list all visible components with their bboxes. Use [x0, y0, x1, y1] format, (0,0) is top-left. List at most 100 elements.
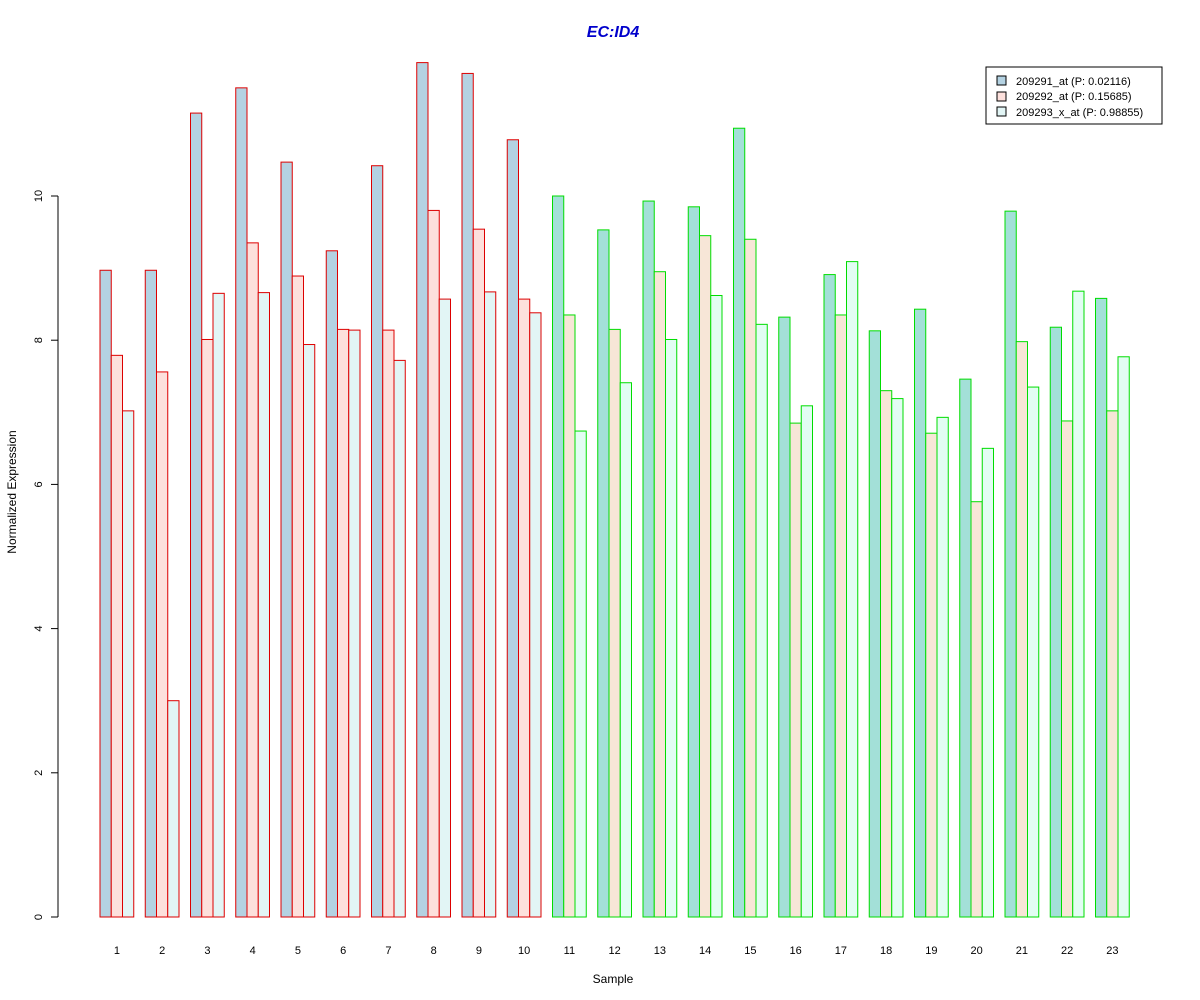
x-tick-label: 7	[385, 945, 391, 957]
y-tick-label: 0	[33, 914, 45, 920]
x-tick-labels: 1 2 3 4 5 6 7 8 9 10 11 12 13 14 15 16 17 18 19 20 21 22 23	[114, 945, 1119, 957]
bar-sample-7-series-3	[393, 359, 406, 918]
x-tick-label: 10	[518, 945, 530, 957]
bar-sample-22-series-1	[1049, 326, 1062, 918]
legend-label-3: 209293_x_at (P: 0.98855)	[1016, 107, 1143, 119]
x-tick-label: 21	[1016, 945, 1028, 957]
bar-sample-15-series-3	[755, 323, 768, 918]
bar-sample-4-series-1	[235, 87, 248, 918]
x-tick-label: 23	[1106, 945, 1118, 957]
bar-sample-22-series-3	[1072, 290, 1085, 918]
legend-swatch-3	[996, 106, 1007, 117]
bar-sample-5-series-3	[303, 344, 316, 918]
bar-sample-3-series-3	[212, 292, 225, 918]
legend-label-2: 209292_at (P: 0.15685)	[1016, 91, 1132, 103]
bar-sample-9-series-2	[472, 228, 485, 918]
bar-sample-11-series-1	[552, 195, 565, 918]
y-axis-label: Normalized Expression	[5, 430, 19, 553]
bar-sample-14-series-3	[710, 294, 723, 918]
x-tick-label: 15	[744, 945, 756, 957]
chart-title: EC:ID4	[587, 24, 640, 41]
x-tick-label: 9	[476, 945, 482, 957]
bar-sample-17-series-3	[846, 261, 859, 918]
legend: 209291_at (P: 0.02116) 209292_at (P: 0.1…	[985, 66, 1163, 125]
bar-sample-10-series-2	[518, 298, 531, 918]
bar-sample-20-series-3	[981, 447, 994, 918]
bar-sample-2-series-2	[156, 371, 169, 918]
bar-sample-13-series-1	[642, 200, 655, 918]
bar-sample-14-series-2	[699, 235, 712, 918]
x-tick-label: 13	[654, 945, 666, 957]
x-tick-label: 12	[609, 945, 621, 957]
bar-sample-20-series-1	[959, 378, 972, 918]
x-tick-label: 2	[159, 945, 165, 957]
x-tick-label: 6	[340, 945, 346, 957]
bar-sample-7-series-1	[371, 165, 384, 918]
bar-sample-19-series-2	[925, 432, 938, 918]
bar-sample-1-series-2	[110, 354, 123, 918]
bar-sample-2-series-1	[144, 269, 157, 918]
bar-sample-23-series-3	[1117, 356, 1130, 918]
x-axis-label: Sample	[593, 972, 634, 986]
bar-sample-15-series-1	[733, 127, 746, 918]
x-tick-label: 16	[790, 945, 802, 957]
bar-sample-19-series-3	[936, 416, 949, 918]
bar-sample-21-series-2	[1015, 341, 1028, 918]
bar-sample-10-series-3	[529, 312, 542, 918]
x-tick-label: 5	[295, 945, 301, 957]
bar-sample-5-series-1	[280, 161, 293, 918]
bar-sample-17-series-2	[834, 314, 847, 918]
bar-sample-3-series-2	[201, 338, 214, 918]
x-tick-label: 20	[971, 945, 983, 957]
bar-sample-23-series-2	[1106, 410, 1119, 918]
bar-sample-4-series-3	[257, 292, 270, 918]
bar-sample-1-series-3	[122, 410, 135, 918]
bar-sample-12-series-3	[619, 382, 632, 918]
x-tick-label: 4	[250, 945, 256, 957]
bar-sample-16-series-2	[789, 422, 802, 918]
x-tick-label: 19	[925, 945, 937, 957]
bar-sample-8-series-2	[427, 209, 440, 918]
bar-sample-18-series-1	[868, 330, 881, 918]
y-tick-label: 6	[33, 481, 45, 487]
bar-sample-12-series-2	[608, 328, 621, 918]
legend-label-1: 209291_at (P: 0.02116)	[1016, 76, 1131, 88]
bar-sample-23-series-1	[1095, 297, 1108, 918]
bar-sample-15-series-2	[744, 238, 757, 918]
x-tick-label: 17	[835, 945, 847, 957]
bar-sample-11-series-2	[563, 314, 576, 918]
bar-sample-13-series-2	[653, 271, 666, 918]
bar-sample-6-series-3	[348, 329, 361, 918]
x-tick-label: 11	[564, 945, 575, 957]
y-tick-label: 10	[33, 190, 45, 202]
x-tick-label: 14	[699, 945, 711, 957]
bar-sample-5-series-2	[291, 275, 304, 918]
bar-sample-1-series-1	[99, 269, 112, 918]
bar-sample-14-series-1	[687, 206, 700, 918]
legend-box	[985, 66, 1163, 125]
y-axis: 0 2 4 6 8 10	[33, 190, 59, 920]
bar-sample-13-series-3	[665, 338, 678, 918]
bar-sample-2-series-3	[167, 700, 180, 918]
x-tick-label: 1	[114, 945, 120, 957]
bar-sample-18-series-3	[891, 398, 904, 918]
bar-sample-6-series-2	[337, 328, 350, 918]
bar-sample-9-series-1	[461, 72, 474, 918]
y-tick-label: 4	[33, 626, 45, 632]
x-tick-label: 8	[431, 945, 437, 957]
bar-sample-7-series-2	[382, 329, 395, 918]
bar-sample-21-series-1	[1004, 210, 1017, 918]
legend-swatch-1	[996, 75, 1007, 86]
bar-sample-19-series-1	[914, 308, 927, 918]
bar-sample-22-series-2	[1061, 420, 1074, 918]
bar-sample-8-series-1	[416, 62, 429, 918]
y-tick-label: 8	[33, 337, 45, 343]
bar-sample-21-series-3	[1027, 386, 1040, 918]
bar-sample-20-series-2	[970, 501, 983, 918]
bar-sample-3-series-1	[190, 112, 203, 918]
x-tick-label: 3	[204, 945, 210, 957]
x-tick-label: 18	[880, 945, 892, 957]
y-tick-label: 2	[33, 770, 45, 776]
bar-sample-8-series-3	[438, 298, 451, 918]
